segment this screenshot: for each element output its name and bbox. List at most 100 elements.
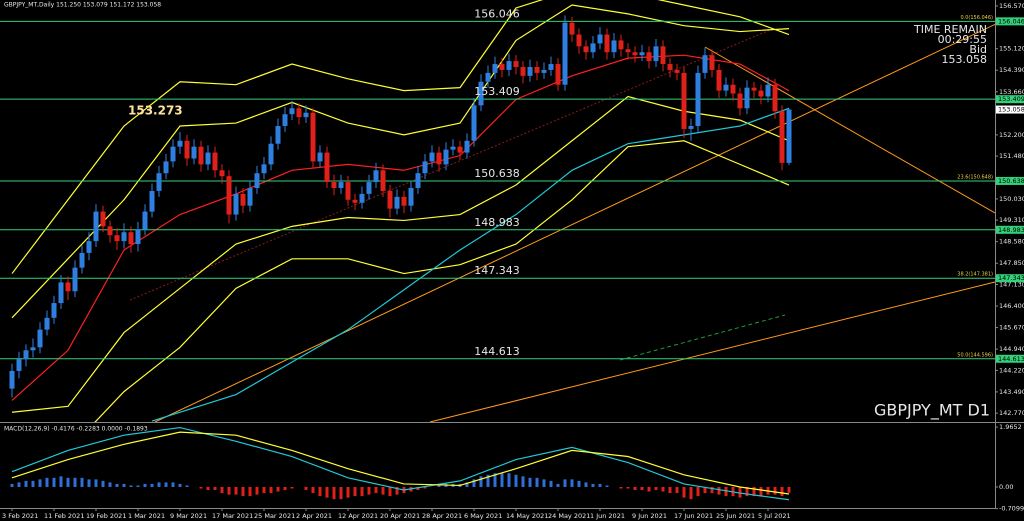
y-tick-label: 149.310 <box>999 216 1024 224</box>
timer: 00:29:55 <box>938 33 987 46</box>
candle-body <box>366 182 372 194</box>
candle-body <box>702 55 708 73</box>
candle-body <box>590 43 596 53</box>
candle-body <box>261 164 267 174</box>
macd-title: MACD(12,26,9) -0.4176 -0.2283 0.0000 -0.… <box>4 426 148 433</box>
level-price-label: 156.046 <box>998 17 1024 25</box>
candle-body <box>247 187 253 206</box>
level-price-box <box>996 274 1024 283</box>
histogram-bar <box>563 479 567 487</box>
histogram-bar <box>227 486 231 495</box>
y-tick-label: 147.850 <box>999 259 1024 267</box>
candle-body <box>548 64 554 70</box>
x-tick-label: 9 Mar 2021 <box>170 512 207 520</box>
candle-body <box>415 173 421 188</box>
histogram-bar <box>521 476 525 487</box>
candle-body <box>310 112 316 162</box>
trend-line <box>704 46 995 214</box>
candle-body <box>93 211 99 242</box>
price-pane <box>0 0 995 422</box>
indicator-line <box>11 426 790 501</box>
y-tick-label: -0.7099 <box>999 505 1024 513</box>
histogram-bar <box>472 479 476 487</box>
candle-body <box>212 152 218 171</box>
level-price-label: 150.638 <box>998 177 1024 185</box>
candle-body <box>541 69 547 73</box>
candle-body <box>562 22 568 85</box>
level-label: 144.613 <box>474 345 520 358</box>
histogram-bar <box>542 479 546 487</box>
y-tick-label: 148.580 <box>999 238 1024 246</box>
candle-body <box>653 46 659 62</box>
candle-body <box>604 34 610 53</box>
candle-body <box>716 69 722 91</box>
candle-body <box>51 303 57 318</box>
level-label: 153.409 <box>474 85 520 98</box>
candle-body <box>765 84 771 97</box>
candle-body <box>450 146 456 150</box>
bid-price-label: 153.058 <box>998 106 1024 114</box>
candle-body <box>639 52 645 56</box>
histogram-bar <box>213 486 217 491</box>
candle-body <box>422 161 428 174</box>
candle-body <box>583 46 589 53</box>
histogram-bar <box>45 477 49 487</box>
price-marker: 153.273 <box>128 104 183 118</box>
histogram-bar <box>101 480 105 487</box>
histogram-bar <box>269 486 273 494</box>
histogram-bar <box>486 474 490 487</box>
level-price-box <box>996 17 1024 26</box>
y-tick-label: 154.390 <box>999 66 1024 74</box>
candle-body <box>345 182 351 200</box>
histogram-bar <box>31 480 35 487</box>
histogram-bar <box>549 480 553 487</box>
candle-body <box>632 52 638 56</box>
symbol-label: GBPJPY_MT D1 <box>874 401 990 421</box>
histogram-bar <box>157 482 161 487</box>
histogram-bar <box>143 483 147 487</box>
level-label: 147.343 <box>474 264 520 277</box>
candle-body <box>611 40 617 53</box>
level-price-label: 148.983 <box>998 226 1024 234</box>
candle-body <box>149 190 155 212</box>
candle-body <box>597 34 603 44</box>
histogram-bar <box>59 476 63 487</box>
level-price-box <box>996 95 1024 104</box>
histogram-bar <box>479 476 483 487</box>
candle-body <box>289 108 295 115</box>
candle-body <box>240 193 246 206</box>
candle-body <box>324 152 330 183</box>
histogram-bar <box>661 486 665 492</box>
histogram-bar <box>17 482 21 487</box>
level-price-label: 147.343 <box>998 274 1024 282</box>
candle-body <box>30 347 36 351</box>
histogram-bar <box>647 486 651 492</box>
candle-body <box>485 72 491 82</box>
histogram-bar <box>682 486 686 498</box>
candle-body <box>394 196 400 209</box>
histogram-bar <box>773 486 777 495</box>
candle-body <box>667 64 673 70</box>
candle-body <box>296 108 302 118</box>
candle-body <box>681 72 687 129</box>
candle-body <box>527 66 533 76</box>
histogram-bar <box>780 486 784 497</box>
y-tick-label: 144.220 <box>999 366 1024 374</box>
candle-body <box>303 112 309 118</box>
histogram-bar <box>311 486 315 494</box>
candle-body <box>618 40 624 50</box>
candle-body <box>268 143 274 165</box>
candle-body <box>758 90 764 97</box>
y-tick-label: 150.030 <box>999 195 1024 203</box>
candle-body <box>443 149 449 165</box>
x-tick-label: 24 May 2021 <box>548 512 590 520</box>
histogram-bar <box>262 486 266 494</box>
histogram-bar <box>346 486 350 498</box>
y-tick-label: 151.480 <box>999 152 1024 160</box>
candle-body <box>163 161 169 174</box>
level-price-box <box>996 176 1024 185</box>
histogram-bar <box>388 486 392 497</box>
indicator-line <box>11 431 790 495</box>
